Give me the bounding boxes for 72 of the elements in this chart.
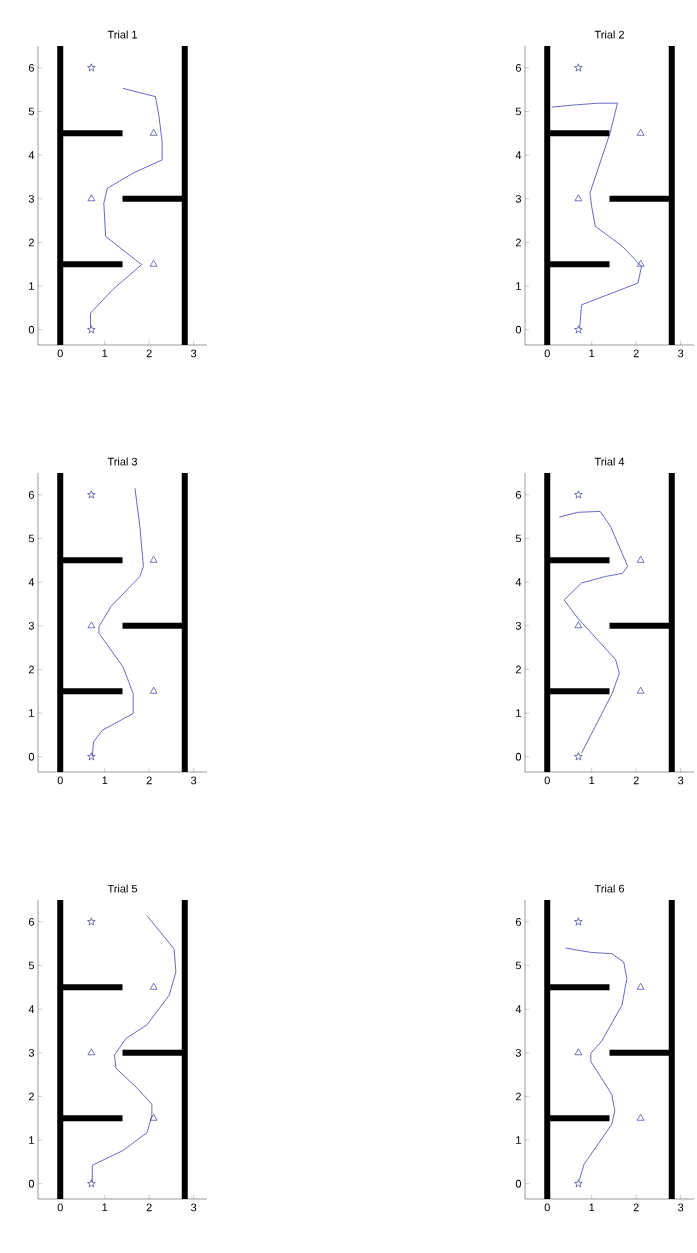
y-tick-label: 6	[515, 490, 521, 499]
y-tick-label: 6	[28, 63, 34, 72]
chart-title: Trial 1	[107, 30, 137, 39]
x-tick-label: 0	[57, 349, 63, 358]
y-tick-label: 3	[28, 621, 34, 630]
chart-title: Trial 3	[107, 457, 138, 466]
y-tick-label: 3	[28, 1048, 34, 1057]
chart-title: Trial 5	[107, 884, 138, 893]
y-tick-label: 5	[515, 534, 522, 543]
x-tick-label: 3	[191, 776, 197, 785]
x-tick-label: 1	[589, 1203, 595, 1212]
y-tick-label: 5	[28, 534, 35, 543]
y-tick-label: 1	[516, 282, 521, 290]
y-tick-label: 2	[28, 665, 34, 674]
y-tick-label: 2	[515, 1092, 521, 1101]
y-tick-label: 1	[516, 709, 521, 717]
y-tick-label: 1	[516, 1136, 521, 1144]
y-tick-label: 3	[28, 194, 34, 203]
y-tick-label: 5	[28, 961, 35, 970]
x-tick-label: 3	[191, 1203, 197, 1212]
x-tick-label: 2	[633, 1203, 639, 1212]
y-tick-label: 2	[515, 238, 521, 247]
x-tick-label: 2	[146, 349, 152, 358]
y-tick-label: 2	[28, 1092, 34, 1101]
x-tick-label: 0	[57, 1203, 63, 1212]
chart-title: Trial 4	[594, 457, 625, 466]
x-tick-label: 1	[589, 776, 595, 785]
x-tick-label: 2	[146, 1203, 152, 1212]
y-tick-label: 3	[515, 194, 521, 203]
x-tick-label: 3	[678, 776, 684, 785]
y-tick-label: 0	[515, 752, 522, 761]
x-tick-label: 1	[102, 1203, 108, 1212]
y-tick-label: 1	[29, 282, 34, 290]
y-tick-label: 4	[515, 151, 522, 159]
y-tick-label: 0	[515, 325, 522, 334]
chart-title: Trial 6	[594, 884, 625, 893]
y-tick-label: 6	[28, 917, 34, 926]
x-tick-label: 3	[191, 349, 197, 358]
y-tick-label: 4	[28, 1005, 35, 1013]
x-tick-label: 2	[633, 776, 639, 785]
x-tick-label: 0	[544, 1203, 550, 1212]
y-tick-label: 5	[28, 107, 35, 116]
x-tick-label: 2	[146, 776, 152, 785]
y-tick-label: 0	[28, 752, 35, 761]
x-tick-label: 0	[57, 776, 63, 785]
y-tick-label: 6	[28, 490, 34, 499]
y-tick-label: 6	[515, 63, 521, 72]
x-tick-label: 0	[544, 776, 550, 785]
x-tick-label: 1	[102, 776, 108, 785]
x-tick-label: 3	[678, 349, 684, 358]
y-tick-label: 5	[515, 961, 522, 970]
y-tick-label: 0	[28, 1179, 35, 1188]
y-tick-label: 6	[515, 917, 521, 926]
x-tick-label: 0	[544, 349, 550, 358]
y-tick-label: 0	[28, 325, 35, 334]
y-tick-label: 4	[515, 578, 522, 586]
x-tick-label: 3	[678, 1203, 684, 1212]
y-tick-label: 4	[28, 578, 35, 586]
y-tick-label: 1	[29, 709, 34, 717]
y-tick-label: 2	[515, 665, 521, 674]
y-tick-label: 3	[515, 621, 521, 630]
y-tick-label: 1	[29, 1136, 34, 1144]
y-tick-label: 5	[515, 107, 522, 116]
y-tick-label: 2	[28, 238, 34, 247]
y-tick-label: 3	[515, 1048, 521, 1057]
x-tick-label: 2	[633, 349, 639, 358]
x-tick-label: 1	[589, 349, 595, 358]
y-tick-label: 4	[515, 1005, 522, 1013]
chart-title: Trial 2	[594, 30, 624, 39]
y-tick-label: 0	[515, 1179, 522, 1188]
y-tick-label: 4	[28, 151, 35, 159]
x-tick-label: 1	[102, 349, 108, 358]
